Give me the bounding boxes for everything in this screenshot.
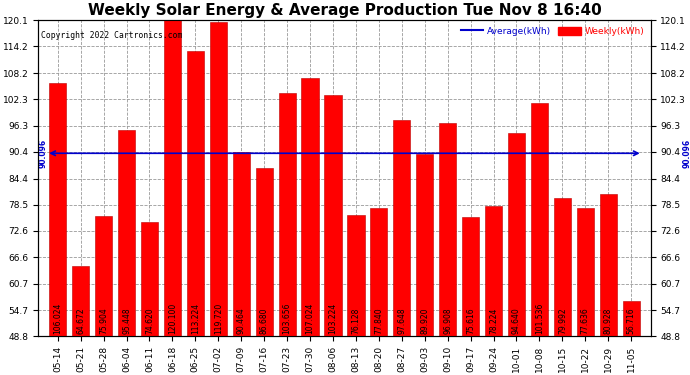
Text: 86.680: 86.680 — [259, 308, 268, 334]
Text: 89.920: 89.920 — [420, 308, 429, 334]
Text: 64.672: 64.672 — [76, 308, 85, 334]
Bar — [187, 51, 204, 336]
Bar — [164, 20, 181, 336]
Text: 97.648: 97.648 — [397, 308, 406, 334]
Bar — [118, 129, 135, 336]
Text: 95.448: 95.448 — [122, 308, 131, 334]
Text: 77.636: 77.636 — [581, 307, 590, 334]
Bar — [233, 152, 250, 336]
Bar — [600, 194, 617, 336]
Text: 90.464: 90.464 — [237, 307, 246, 334]
Text: 103.656: 103.656 — [283, 303, 292, 334]
Text: 106.024: 106.024 — [53, 303, 62, 334]
Text: 96.908: 96.908 — [443, 308, 452, 334]
Bar — [462, 217, 479, 336]
Bar — [141, 222, 158, 336]
Text: 94.640: 94.640 — [512, 307, 521, 334]
Text: 76.128: 76.128 — [351, 308, 360, 334]
Text: Copyright 2022 Cartronics.com: Copyright 2022 Cartronics.com — [41, 32, 183, 40]
Bar — [72, 266, 89, 336]
Text: 77.840: 77.840 — [375, 308, 384, 334]
Bar — [393, 120, 411, 336]
Text: 90.096: 90.096 — [683, 139, 690, 168]
Bar — [49, 83, 66, 336]
Text: 119.720: 119.720 — [214, 303, 223, 334]
Bar — [255, 168, 273, 336]
Bar — [439, 123, 456, 336]
Bar — [622, 301, 640, 336]
Bar — [508, 133, 525, 336]
Text: 75.616: 75.616 — [466, 308, 475, 334]
Title: Weekly Solar Energy & Average Production Tue Nov 8 16:40: Weekly Solar Energy & Average Production… — [88, 3, 601, 18]
Text: 113.224: 113.224 — [191, 303, 200, 334]
Bar — [416, 154, 433, 336]
Text: 101.536: 101.536 — [535, 303, 544, 334]
Text: 120.100: 120.100 — [168, 303, 177, 334]
Text: 90.096: 90.096 — [39, 139, 48, 168]
Legend: Average(kWh), Weekly(kWh): Average(kWh), Weekly(kWh) — [459, 25, 646, 38]
Bar — [531, 103, 548, 336]
Bar — [95, 216, 112, 336]
Text: 103.224: 103.224 — [328, 303, 337, 334]
Bar — [554, 198, 571, 336]
Text: 75.904: 75.904 — [99, 307, 108, 334]
Bar — [347, 215, 364, 336]
Text: 56.716: 56.716 — [627, 308, 635, 334]
Bar — [324, 95, 342, 336]
Text: 78.224: 78.224 — [489, 308, 498, 334]
Bar — [279, 93, 296, 336]
Text: 79.992: 79.992 — [558, 308, 566, 334]
Text: 107.024: 107.024 — [306, 303, 315, 334]
Text: 74.620: 74.620 — [145, 308, 154, 334]
Bar — [371, 208, 388, 336]
Bar — [302, 78, 319, 336]
Bar — [485, 206, 502, 336]
Text: 80.928: 80.928 — [604, 308, 613, 334]
Bar — [577, 209, 594, 336]
Bar — [210, 22, 227, 336]
